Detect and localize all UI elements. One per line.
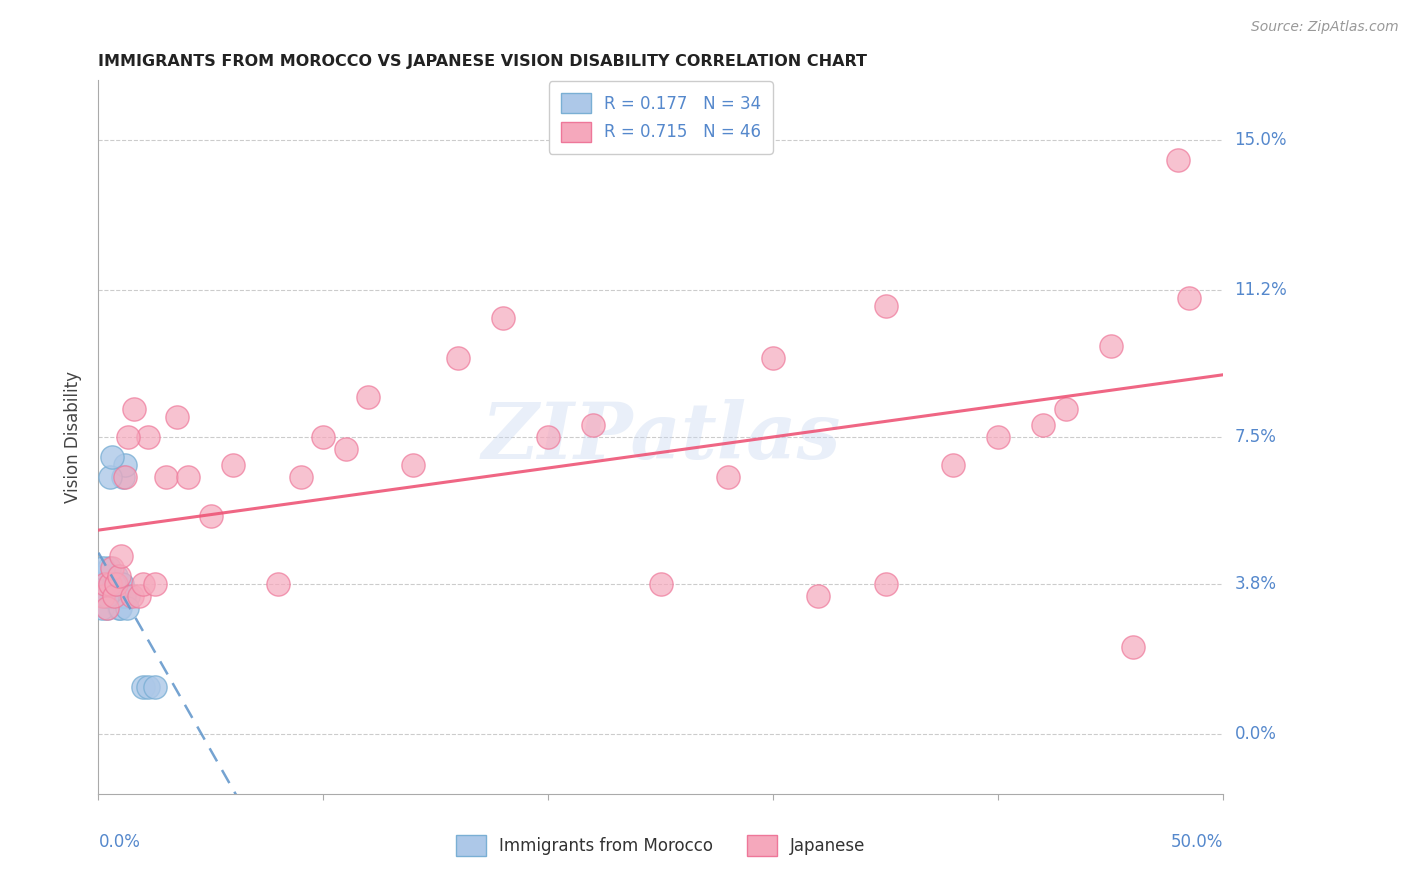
Point	[143, 680, 166, 694]
Point	[98, 569, 121, 583]
Point	[96, 589, 118, 603]
Point	[115, 600, 138, 615]
Point	[90, 576, 112, 591]
Point	[96, 600, 118, 615]
Point	[942, 458, 965, 472]
Point	[582, 418, 605, 433]
Point	[104, 576, 127, 591]
Point	[90, 600, 112, 615]
Text: 7.5%: 7.5%	[1234, 428, 1277, 446]
Point	[110, 576, 132, 591]
Point	[987, 430, 1010, 444]
Point	[136, 680, 159, 694]
Y-axis label: Vision Disability: Vision Disability	[65, 371, 83, 503]
Point	[105, 576, 128, 591]
Point	[1122, 640, 1144, 655]
Point	[650, 576, 672, 591]
Text: 0.0%: 0.0%	[1234, 725, 1277, 743]
Text: Source: ZipAtlas.com: Source: ZipAtlas.com	[1251, 20, 1399, 34]
Point	[166, 410, 188, 425]
Point	[112, 469, 135, 483]
Text: 15.0%: 15.0%	[1234, 131, 1286, 149]
Text: 3.8%: 3.8%	[1234, 574, 1277, 593]
Point	[200, 509, 222, 524]
Point	[312, 430, 335, 444]
Point	[103, 589, 125, 603]
Point	[110, 549, 132, 563]
Text: 11.2%: 11.2%	[1234, 281, 1288, 300]
Point	[94, 576, 117, 591]
Point	[492, 311, 515, 326]
Point	[105, 569, 128, 583]
Point	[107, 569, 129, 583]
Legend: Immigrants from Morocco, Japanese: Immigrants from Morocco, Japanese	[447, 827, 875, 864]
Point	[101, 450, 124, 464]
Point	[98, 576, 121, 591]
Point	[100, 576, 122, 591]
Point	[1178, 291, 1201, 305]
Point	[111, 576, 134, 591]
Text: IMMIGRANTS FROM MOROCCO VS JAPANESE VISION DISABILITY CORRELATION CHART: IMMIGRANTS FROM MOROCCO VS JAPANESE VISI…	[98, 54, 868, 70]
Point	[124, 402, 146, 417]
Point	[101, 589, 124, 603]
Point	[107, 589, 129, 603]
Point	[112, 589, 135, 603]
Point	[762, 351, 785, 365]
Point	[717, 469, 740, 483]
Point	[91, 589, 114, 603]
Point	[96, 600, 118, 615]
Point	[1099, 339, 1122, 353]
Point	[222, 458, 245, 472]
Point	[402, 458, 425, 472]
Point	[357, 391, 380, 405]
Point	[177, 469, 200, 483]
Text: 0.0%: 0.0%	[98, 833, 141, 851]
Point	[98, 469, 121, 483]
Point	[101, 561, 124, 575]
Point	[537, 430, 560, 444]
Point	[94, 589, 117, 603]
Point	[101, 589, 124, 603]
Point	[91, 589, 114, 603]
Point	[103, 576, 125, 591]
Point	[143, 576, 166, 591]
Point	[1167, 153, 1189, 167]
Point	[155, 469, 177, 483]
Point	[96, 576, 118, 591]
Point	[117, 589, 139, 603]
Point	[1032, 418, 1054, 433]
Point	[875, 299, 897, 313]
Point	[447, 351, 470, 365]
Point	[91, 561, 114, 575]
Point	[132, 576, 155, 591]
Point	[1054, 402, 1077, 417]
Point	[128, 589, 150, 603]
Point	[94, 576, 117, 591]
Point	[117, 430, 139, 444]
Point	[132, 680, 155, 694]
Point	[136, 430, 159, 444]
Text: 50.0%: 50.0%	[1171, 833, 1223, 851]
Text: ZIPatlas: ZIPatlas	[481, 399, 841, 475]
Point	[114, 458, 136, 472]
Point	[335, 442, 357, 456]
Point	[93, 569, 115, 583]
Point	[97, 561, 120, 575]
Point	[875, 576, 897, 591]
Point	[114, 469, 136, 483]
Point	[103, 576, 125, 591]
Point	[290, 469, 312, 483]
Point	[267, 576, 290, 591]
Point	[107, 600, 129, 615]
Point	[807, 589, 830, 603]
Point	[108, 600, 131, 615]
Point	[121, 589, 143, 603]
